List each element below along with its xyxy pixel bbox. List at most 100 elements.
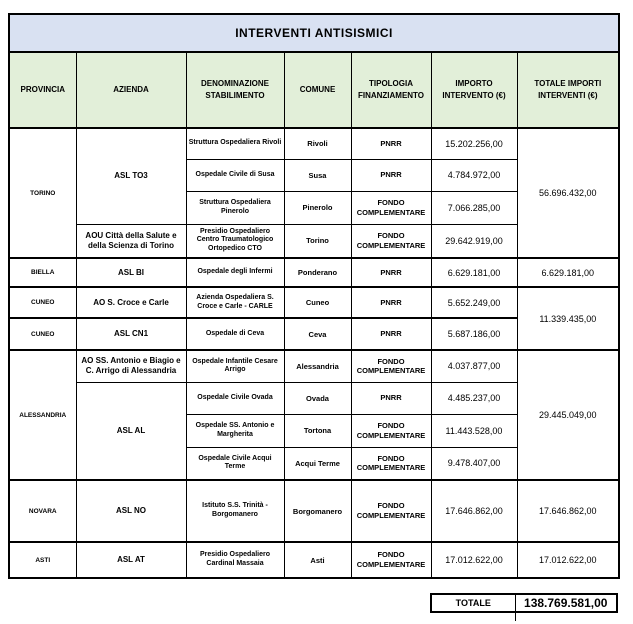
table-row: BIELLA ASL BI Ospedale degli Infermi Pon… [8, 257, 620, 288]
cell-importo: 15.202.256,00 [430, 127, 518, 160]
grand-total-value: 138.769.581,00 [514, 593, 618, 613]
cell-denominazione: Ospedale degli Infermi [185, 257, 285, 288]
cell-comune: Acqui Terme [283, 446, 352, 481]
cell-totale: 56.696.432,00 [516, 127, 620, 259]
table-row: Ospedale Civile Acqui Terme Acqui Terme … [9, 446, 619, 481]
cell-denominazione: Ospedale di Ceva [185, 317, 285, 351]
cell-denominazione: Ospedale Civile Ovada [185, 381, 285, 415]
column-header-importo: IMPORTO INTERVENTO (€) [430, 51, 518, 129]
cell-importo: 7.066.285,00 [430, 190, 518, 225]
cell-comune: Alessandria [283, 349, 352, 383]
cell-totale: 17.646.862,00 [516, 479, 620, 543]
cell-azienda: ASL NO [75, 479, 187, 543]
cell-provincia: BIELLA [8, 257, 77, 288]
cell-denominazione: Ospedale Infantile Cesare Arrigo [185, 349, 285, 383]
cell-denominazione: Ospedale Civile di Susa [185, 158, 285, 192]
cell-provincia: TORINO [8, 127, 77, 259]
cell-comune: Cuneo [283, 286, 352, 319]
cell-provincia: ASTI [8, 541, 77, 579]
spreadsheet: INTERVENTI ANTISISMICI PROVINCIA AZIENDA… [8, 13, 621, 621]
cell-tipologia: FONDO COMPLEMENTARE [350, 446, 432, 481]
cell-tipologia: FONDO COMPLEMENTARE [350, 190, 432, 225]
cell-totale: 6.629.181,00 [516, 257, 620, 288]
table-row: ALESSANDRIA AO SS. Antonio e Biagio e C.… [8, 349, 620, 481]
cell-importo: 5.687.186,00 [430, 317, 518, 351]
table-row: CUNEO ASL CN1 Ospedale di Ceva Ceva PNRR… [8, 317, 619, 351]
cell-comune: Ovada [283, 381, 352, 415]
table-row: CUNEO AO S. Croce e Carle Azienda Ospeda… [8, 286, 620, 351]
cell-provincia: CUNEO [8, 317, 77, 351]
cell-importo: 4.485.237,00 [430, 381, 518, 415]
column-header-totale: TOTALE IMPORTI INTERVENTI (€) [516, 51, 620, 129]
cell-denominazione: Istituto S.S. Trinità - Borgomanero [185, 479, 285, 543]
cell-importo: 6.629.181,00 [430, 257, 518, 288]
cell-comune: Tortona [283, 413, 352, 448]
cell-importo: 4.784.972,00 [430, 158, 518, 192]
cell-denominazione: Struttura Ospedaliera Pinerolo [185, 190, 285, 225]
page-title: INTERVENTI ANTISISMICI [8, 13, 620, 53]
column-header-provincia: PROVINCIA [8, 51, 77, 129]
cell-tipologia: FONDO COMPLEMENTARE [350, 413, 432, 448]
grand-total-label: TOTALE [430, 593, 516, 613]
grand-total-box: TOTALE 138.769.581,00 [430, 593, 618, 621]
cell-denominazione: Ospedale Civile Acqui Terme [185, 446, 285, 481]
border-stub [515, 613, 516, 621]
cell-provincia: CUNEO [8, 286, 77, 319]
cell-tipologia: FONDO COMPLEMENTARE [350, 223, 432, 259]
cell-comune: Borgomanero [283, 479, 352, 543]
table-row: Ospedale Civile di Susa Susa PNRR 4.784.… [9, 158, 619, 192]
cell-denominazione: Presidio Ospedaliero Cardinal Massaia [185, 541, 285, 579]
cell-denominazione: Azienda Ospedaliera S. Croce e Carle - C… [185, 286, 285, 319]
cell-provincia: NOVARA [8, 479, 77, 543]
cell-importo: 11.443.528,00 [430, 413, 518, 448]
table-row: NOVARA ASL NO Istituto S.S. Trinità - Bo… [8, 479, 620, 543]
cell-totale: 11.339.435,00 [516, 286, 620, 351]
cell-denominazione: Presidio Ospedaliero Centro Traumatologi… [185, 223, 285, 259]
column-headers: PROVINCIA AZIENDA DENOMINAZIONE STABILIM… [8, 51, 620, 129]
cell-tipologia: PNRR [350, 317, 432, 351]
cell-tipologia: PNRR [350, 158, 432, 192]
cell-tipologia: PNRR [350, 127, 432, 160]
cell-importo: 29.642.919,00 [430, 223, 518, 259]
cell-totale: 17.012.622,00 [516, 541, 620, 579]
cell-azienda: AO SS. Antonio e Biagio e C. Arrigo di A… [75, 349, 187, 383]
cell-tipologia: FONDO COMPLEMENTARE [350, 541, 432, 579]
table-row: TORINO ASL TO3 Struttura Ospedaliera Riv… [8, 127, 620, 259]
cell-tipologia: PNRR [350, 381, 432, 415]
cell-denominazione: Ospedale SS. Antonio e Margherita [185, 413, 285, 448]
interventi-table: INTERVENTI ANTISISMICI PROVINCIA AZIENDA… [8, 13, 621, 579]
cell-azienda: ASL TO3 [75, 127, 187, 225]
cell-denominazione: Struttura Ospedaliera Rivoli [185, 127, 285, 160]
cell-importo: 9.478.407,00 [430, 446, 518, 481]
cell-provincia: ALESSANDRIA [8, 349, 77, 481]
title-row: INTERVENTI ANTISISMICI [8, 13, 620, 53]
cell-azienda: ASL AT [75, 541, 187, 579]
cell-tipologia: FONDO COMPLEMENTARE [350, 479, 432, 543]
cell-importo: 5.652.249,00 [430, 286, 518, 319]
cell-azienda: ASL BI [75, 257, 187, 288]
cell-azienda: ASL AL [75, 381, 187, 481]
cell-totale: 29.445.049,00 [516, 349, 620, 481]
column-header-tipologia: TIPOLOGIA FINANZIAMENTO [350, 51, 432, 129]
cell-tipologia: PNRR [350, 257, 432, 288]
cell-importo: 17.646.862,00 [430, 479, 518, 543]
cell-azienda: ASL CN1 [75, 317, 187, 351]
column-header-denominazione: DENOMINAZIONE STABILIMENTO [185, 51, 285, 129]
table-row: Ospedale SS. Antonio e Margherita Torton… [9, 413, 619, 448]
cell-azienda: AO S. Croce e Carle [75, 286, 187, 319]
cell-tipologia: PNRR [350, 286, 432, 319]
cell-tipologia: FONDO COMPLEMENTARE [350, 349, 432, 383]
cell-azienda: AOU Città della Salute e della Scienza d… [75, 223, 187, 259]
column-header-comune: COMUNE [283, 51, 352, 129]
cell-comune: Torino [283, 223, 352, 259]
column-header-azienda: AZIENDA [75, 51, 187, 129]
cell-importo: 4.037.877,00 [430, 349, 518, 383]
cell-comune: Rivoli [283, 127, 352, 160]
cell-comune: Ceva [283, 317, 352, 351]
cell-comune: Pinerolo [283, 190, 352, 225]
cell-importo: 17.012.622,00 [430, 541, 518, 579]
table-row: ASL AL Ospedale Civile Ovada Ovada PNRR … [9, 381, 619, 481]
cell-comune: Asti [283, 541, 352, 579]
table-row: ASTI ASL AT Presidio Ospedaliero Cardina… [8, 541, 620, 579]
cell-comune: Susa [283, 158, 352, 192]
